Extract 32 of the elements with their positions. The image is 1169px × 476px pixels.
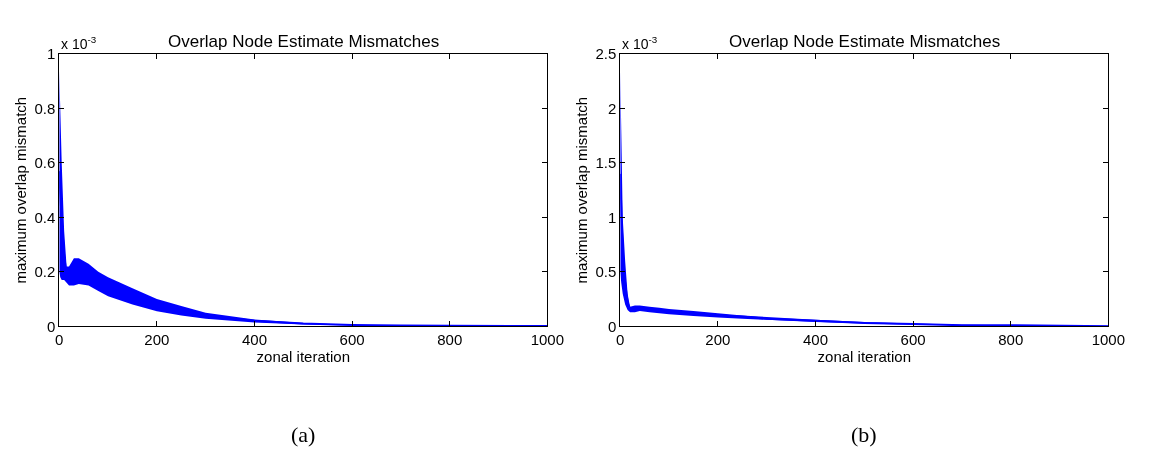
x-tick-label: 200	[144, 331, 170, 349]
y-tick-label: 0	[46, 317, 56, 335]
text: (a)	[291, 422, 316, 447]
text: (b)	[851, 422, 877, 447]
y-tick-label: 2.5	[595, 45, 617, 63]
x-axis-title: zonal iteration	[817, 348, 912, 366]
y-axis-title: maximum overlap mismatch	[11, 96, 29, 284]
x-tick-label: 400	[802, 331, 829, 349]
chart-title: Overlap Node Estimate Mismatches	[168, 32, 440, 51]
y-tick-label: 0.8	[34, 99, 56, 117]
x-tick-label: 1000	[530, 331, 565, 349]
chart-title: Overlap Node Estimate Mismatches	[729, 32, 1001, 51]
y-tick-label: 1	[607, 208, 617, 226]
x-tick-label: 1000	[1091, 331, 1126, 349]
x-tick-label: 200	[705, 331, 731, 349]
y-tick-label: 0.4	[34, 208, 56, 226]
x-tick-label: 600	[900, 331, 926, 349]
x-axis-title: zonal iteration	[256, 348, 351, 366]
y-tick-label: 0.6	[34, 154, 56, 172]
y-tick-label: 1.5	[595, 154, 617, 172]
y-tick-label: 0.2	[34, 263, 56, 281]
text: x 10$^{-3}$	[61, 34, 97, 52]
x-tick-label: 600	[339, 331, 365, 349]
y-axis-title: maximum overlap mismatch	[572, 96, 590, 284]
x-tick-label: 800	[437, 331, 463, 349]
text: x 10$^{-3}$	[622, 34, 658, 52]
y-tick-label: 2	[607, 99, 617, 117]
x-tick-label: 400	[241, 331, 268, 349]
y-tick-label: 0.5	[595, 263, 617, 281]
x-tick-label: 800	[998, 331, 1024, 349]
y-tick-label: 0	[607, 317, 617, 335]
y-tick-label: 1	[46, 45, 56, 63]
